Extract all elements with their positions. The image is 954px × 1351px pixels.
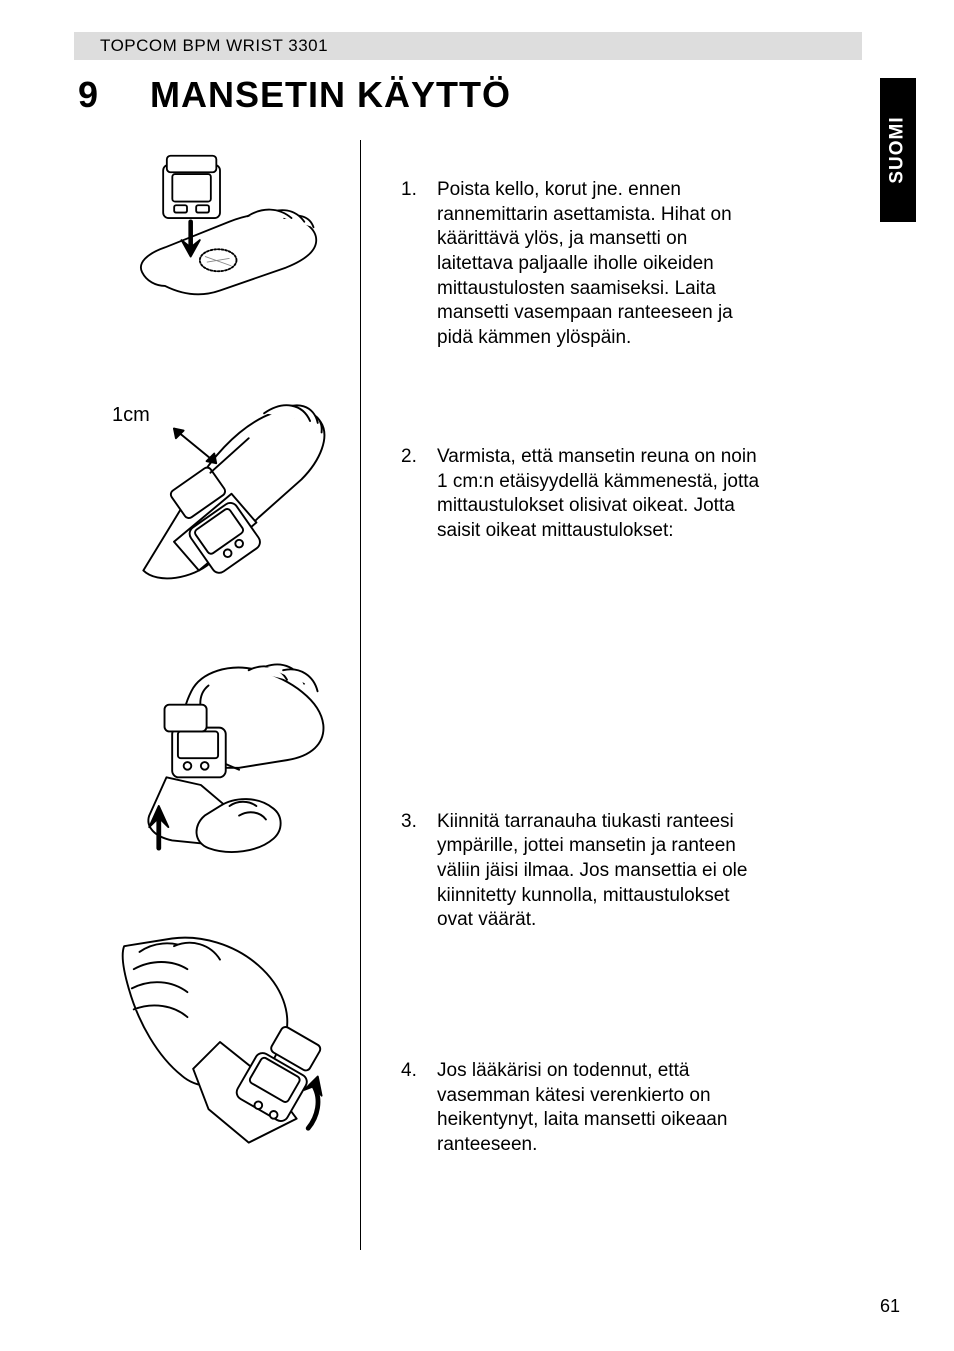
spacer: [401, 959, 762, 1059]
step-number: 2.: [401, 445, 437, 544]
column-divider: [360, 140, 361, 1250]
step-3: 3. Kiinnitä tarranauha tiukasti ranteesi…: [401, 810, 762, 933]
step-1: 1. Poista kello, korut jne. ennen rannem…: [401, 178, 762, 351]
illustration-1: [110, 148, 330, 323]
section-heading: 9MANSETIN KÄYTTÖ: [78, 74, 511, 116]
figure-step-4: [100, 912, 340, 1172]
figure-step-2: 1cm: [100, 364, 340, 614]
spacer: [401, 140, 762, 178]
product-header: TOPCOM BPM WRIST 3301: [74, 32, 862, 60]
page-number: 61: [880, 1296, 900, 1317]
language-label: SUOMI: [887, 116, 909, 183]
figure-step-1: [100, 140, 340, 330]
illustration-3: [105, 653, 335, 873]
step-number: 3.: [401, 810, 437, 933]
section-number: 9: [78, 74, 150, 116]
one-cm-label: 1cm: [112, 404, 150, 427]
section-title-text: MANSETIN KÄYTTÖ: [150, 74, 511, 115]
figures-column: 1cm: [100, 140, 360, 1250]
illustration-4: [105, 917, 335, 1167]
content-area: 1cm: [100, 140, 762, 1250]
spacer: [401, 570, 762, 810]
step-text: Kiinnitä tarranauha tiukasti ranteesi ym…: [437, 810, 762, 933]
language-tab: SUOMI: [880, 78, 916, 222]
step-4: 4. Jos lääkärisi on todennut, että vasem…: [401, 1059, 762, 1158]
figure-step-3: [100, 648, 340, 878]
step-text: Poista kello, korut jne. ennen rannemitt…: [437, 178, 762, 351]
step-number: 4.: [401, 1059, 437, 1158]
step-text: Varmista, että mansetin reuna on noin 1 …: [437, 445, 762, 544]
spacer: [401, 377, 762, 445]
step-text: Jos lääkärisi on todennut, että vasemman…: [437, 1059, 762, 1158]
step-2: 2. Varmista, että mansetin reuna on noin…: [401, 445, 762, 544]
product-name: TOPCOM BPM WRIST 3301: [100, 36, 328, 56]
text-column: 1. Poista kello, korut jne. ennen rannem…: [367, 140, 762, 1250]
step-number: 1.: [401, 178, 437, 351]
